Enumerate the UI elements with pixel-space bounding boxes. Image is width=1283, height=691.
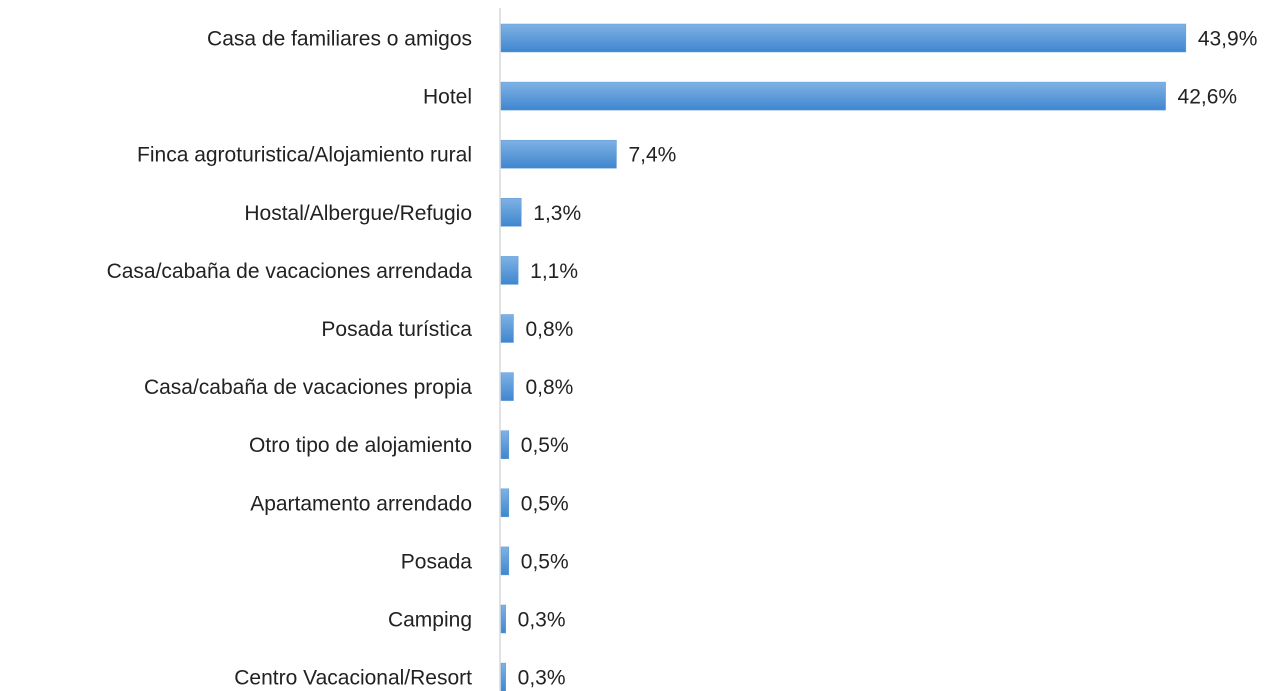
category-label: Casa/cabaña de vacaciones arrendada: [107, 260, 473, 283]
bar: [500, 198, 522, 227]
value-label: 0,5%: [521, 434, 569, 457]
category-label: Camping: [388, 609, 472, 632]
category-label: Otro tipo de alojamiento: [249, 434, 472, 457]
category-label: Hostal/Albergue/Refugio: [244, 202, 472, 225]
category-label: Centro Vacacional/Resort: [234, 667, 472, 690]
value-label: 0,5%: [521, 550, 569, 573]
value-label: 7,4%: [628, 144, 676, 167]
value-label: 0,8%: [525, 376, 573, 399]
bar: [500, 256, 519, 285]
category-label: Casa de familiares o amigos: [207, 28, 472, 51]
bar: [500, 488, 510, 518]
value-label: 0,5%: [521, 492, 569, 515]
category-label: Casa/cabaña de vacaciones propia: [144, 376, 472, 399]
category-label: Apartamento arrendado: [250, 492, 472, 515]
category-label: Hotel: [423, 86, 472, 109]
bar: [500, 81, 1166, 111]
bar: [500, 23, 1187, 53]
value-label: 1,3%: [533, 202, 581, 225]
value-label: 1,1%: [530, 260, 578, 283]
value-label: 0,3%: [518, 609, 566, 632]
bar: [500, 546, 510, 576]
category-label: Posada turística: [321, 318, 472, 341]
value-label: 0,8%: [525, 318, 573, 341]
bar: [500, 314, 514, 343]
bar: [500, 139, 617, 169]
bar: [500, 604, 506, 634]
bar: [500, 372, 514, 401]
value-label: 43,9%: [1198, 28, 1258, 51]
value-label: 42,6%: [1178, 86, 1238, 109]
value-label: 0,3%: [518, 667, 566, 690]
category-label: Posada: [401, 550, 473, 573]
category-label: Finca agroturistica/Alojamiento rural: [137, 144, 472, 167]
bar: [500, 662, 506, 691]
bar: [500, 430, 510, 459]
